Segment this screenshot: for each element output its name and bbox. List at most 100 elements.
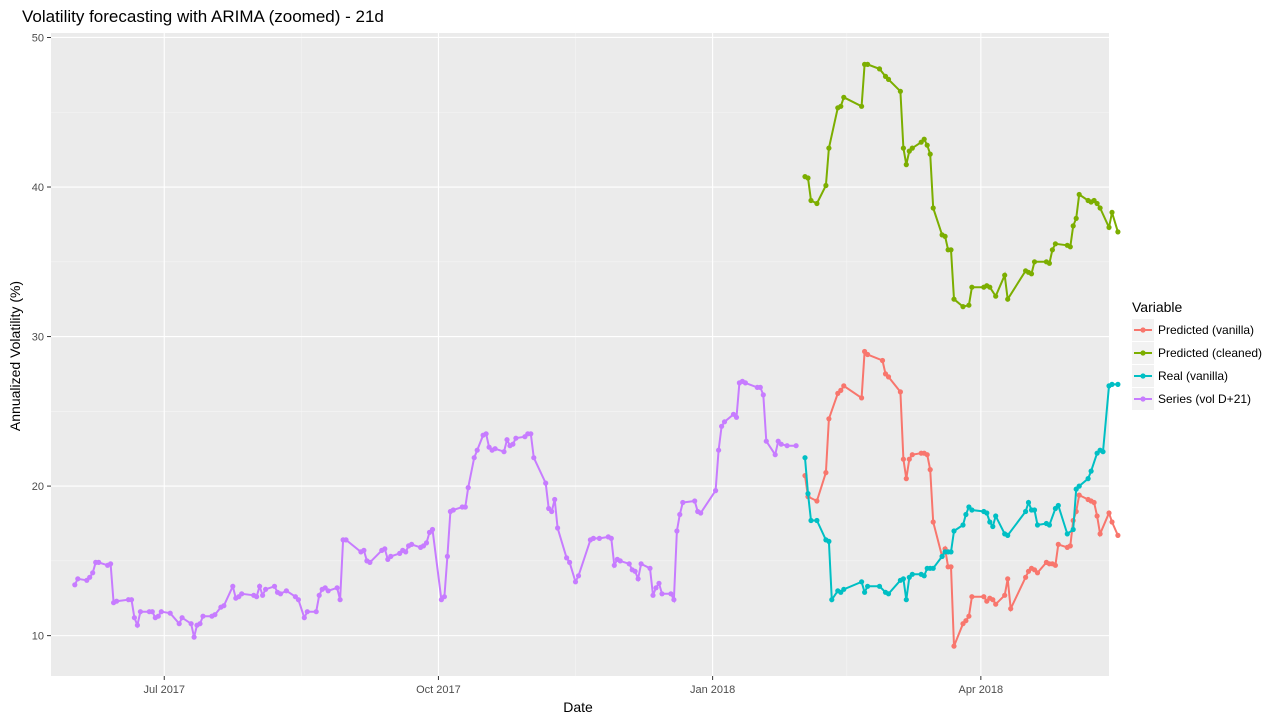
data-point [492,446,498,452]
data-point [692,498,698,504]
data-point [826,416,832,422]
data-point [760,392,766,398]
data-point [793,443,799,449]
data-point [1005,296,1011,302]
data-point [927,467,933,473]
data-point [510,441,516,447]
data-point [966,613,972,619]
data-point [1106,510,1112,516]
data-point [608,535,614,542]
data-point [653,585,659,591]
data-point [930,565,936,571]
data-point [1076,191,1082,198]
legend-item: Predicted (cleaned) [1132,342,1262,364]
data-point [981,594,987,600]
x-tick-label: Apr 2018 [959,684,1004,696]
data-point [841,383,847,389]
data-point [96,559,102,566]
data-point [1052,562,1058,568]
data-point [504,437,510,443]
data-point [859,395,865,401]
series-line [73,380,797,638]
data-point [114,598,120,604]
panel-background [51,33,1109,676]
data-point [909,571,915,577]
x-axis-title: Date [563,699,593,715]
data-point [784,443,790,449]
data-point [963,618,969,624]
data-point [474,447,480,453]
data-point [1064,531,1070,537]
data-point [772,452,778,458]
legend-label: Series (vol D+21) [1158,392,1251,406]
data-point [301,615,307,621]
data-point [951,528,957,534]
y-tick-label: 10 [32,631,44,643]
data-point [572,579,579,585]
data-point [382,546,388,552]
data-point [191,634,197,640]
data-point [951,643,957,649]
data-point [885,374,892,380]
data-point [814,517,820,524]
data-point [75,576,81,582]
data-point [719,423,725,429]
data-point [197,621,203,627]
data-point [388,553,394,560]
data-point [1097,205,1103,211]
data-point [805,175,811,181]
data-point [1109,381,1115,387]
data-point [367,559,373,566]
data-point [128,597,135,603]
data-point [876,66,883,72]
data-point [1005,576,1011,582]
data-point [626,561,632,567]
data-point [423,540,430,546]
y-tick-label: 20 [32,481,44,493]
data-point [1025,499,1032,506]
data-point [742,380,749,386]
data-point [444,553,450,560]
data-point [885,76,892,82]
data-point [313,609,319,615]
data-point [167,610,173,616]
data-point [909,452,915,458]
data-point [897,389,904,395]
data-point [865,61,871,67]
data-point [802,455,808,461]
data-point [1055,502,1061,509]
data-point [483,431,489,437]
data-point [200,613,206,619]
data-point [984,510,990,516]
series-real-vanilla [802,381,1121,603]
legend-item: Predicted (vanilla) [1132,319,1254,341]
data-point [212,612,218,618]
data-point [778,441,784,447]
data-point [927,151,933,157]
data-point [993,601,999,607]
data-point [1070,526,1076,533]
data-point [903,476,909,482]
data-point [900,145,907,151]
data-point [963,511,969,518]
data-point [1100,449,1106,455]
data-point [859,579,865,585]
data-point [1067,244,1073,250]
data-point [960,522,966,528]
data-point [897,88,904,94]
data-point [948,564,954,570]
data-point [257,583,263,589]
data-point [677,511,683,518]
data-point [596,535,603,542]
data-point [987,519,993,525]
data-point [361,547,367,554]
data-point [295,597,301,603]
data-point [716,447,722,453]
data-point [283,588,289,594]
data-point [805,491,811,497]
data-point [638,561,644,567]
data-point [1106,224,1112,230]
data-point [987,284,993,290]
data-point [909,145,915,151]
data-point [403,549,409,555]
